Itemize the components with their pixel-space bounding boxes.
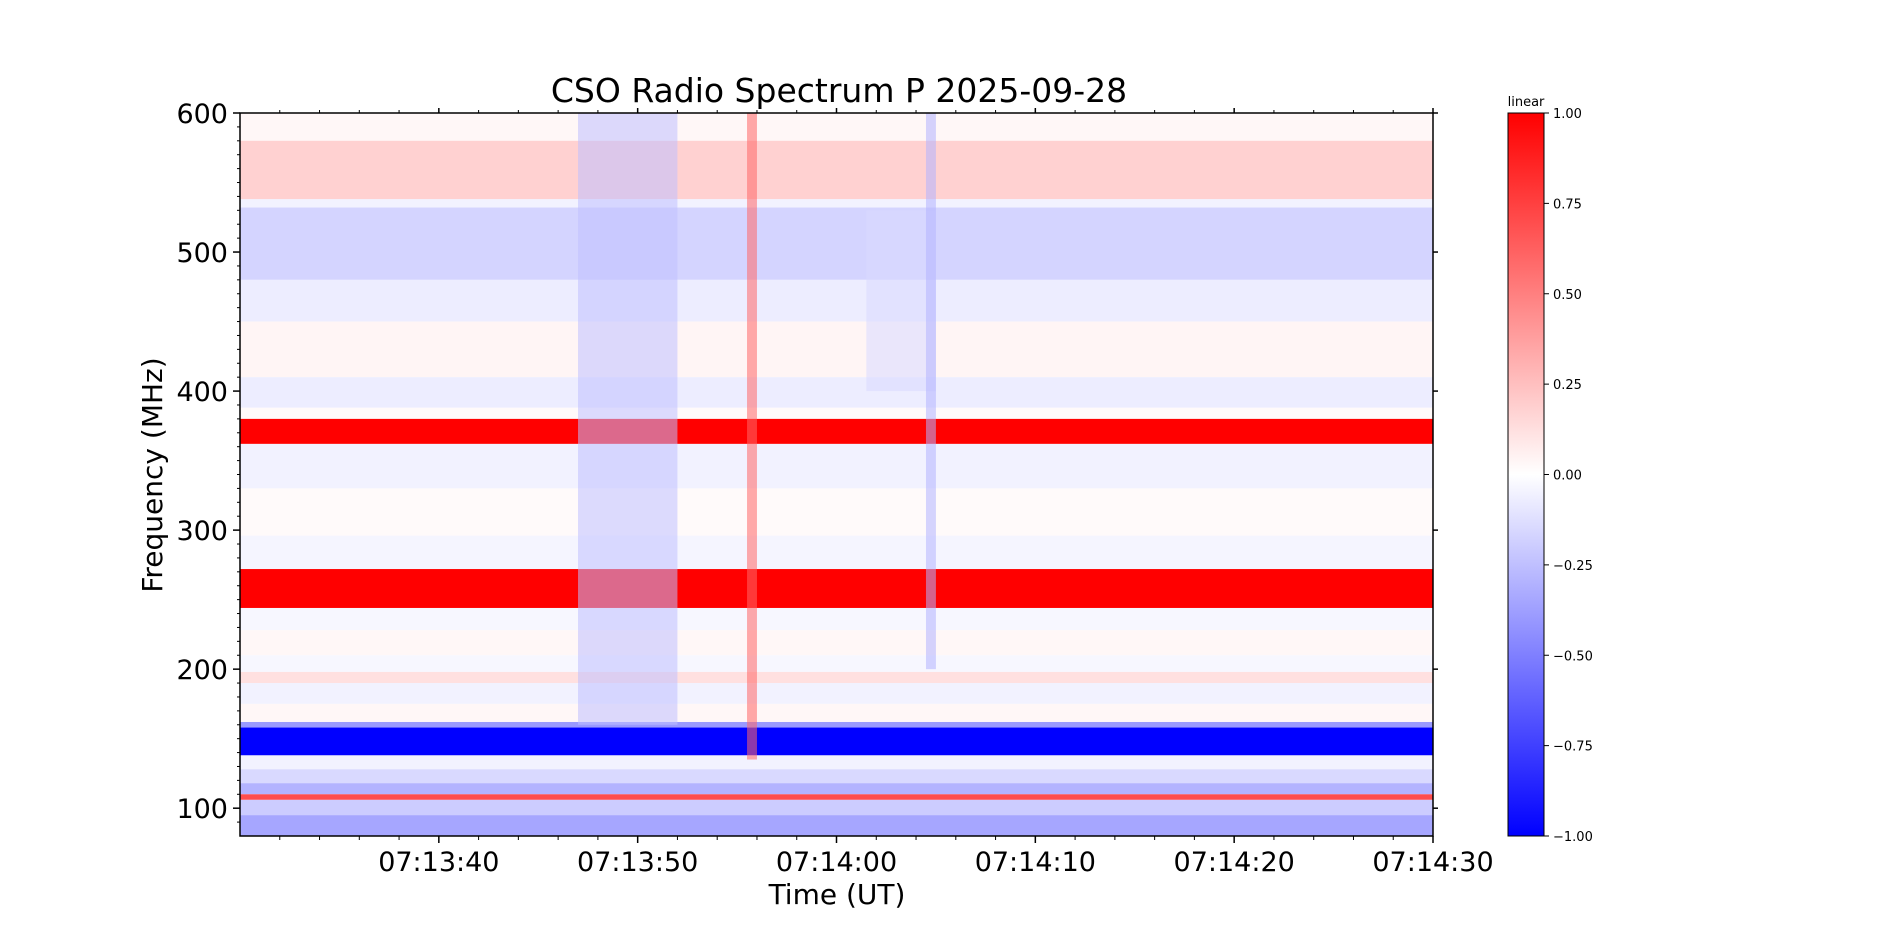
frequency-band [240,727,1433,756]
colorbar-tick-label: 1.00 [1553,107,1582,122]
frequency-band [240,321,1433,378]
frequency-band [240,418,1433,444]
colorbar-tick-label: 0.75 [1553,197,1582,212]
colorbar-gradient [1507,112,1545,837]
colorbar-tick-label: −0.75 [1553,740,1593,755]
x-tick-label: 07:13:50 [577,847,698,878]
colorbar: linear 1.00 0.75 0.50 0.25 0.00 −0.25 −0.50 −0.… [1507,95,1593,845]
burst-feature [747,113,757,760]
frequency-band [240,794,1433,800]
frequency-band [240,783,1433,795]
frequency-band [240,769,1433,784]
y-axis: 100 200 300 400 500 600 [176,99,1438,825]
x-tick-label: 07:14:10 [975,847,1096,878]
colorbar-tick-label: −0.25 [1553,559,1593,574]
y-axis-label: Frequency (MHz) [136,357,169,592]
y-tick-label: 500 [176,238,228,269]
frequency-band [240,630,1433,656]
frequency-band [240,569,1433,608]
colorbar-tick-label: 0.25 [1553,378,1582,393]
frequency-band [240,655,1433,672]
frequency-band [240,140,1433,200]
plot-area [239,112,1434,837]
frequency-band [240,535,1433,570]
frequency-band [240,407,1433,419]
x-axis-label: Time (UT) [768,878,906,911]
frequency-band [240,279,1433,322]
frequency-band [240,815,1433,836]
colorbar-tick-label: −0.50 [1553,649,1593,664]
y-tick-label: 300 [176,516,228,547]
colorbar-tick-label: −1.00 [1553,830,1593,845]
frequency-band [240,607,1433,631]
frequency-band [240,721,1433,728]
colorbar-label: linear [1508,95,1545,110]
x-tick-label: 07:14:30 [1372,847,1493,878]
x-tick-label: 07:14:00 [776,847,897,878]
frequency-band [240,799,1433,816]
x-tick-label: 07:13:40 [378,847,499,878]
y-tick-label: 100 [176,794,228,825]
burst-feature [866,210,936,392]
frequency-band [240,207,1433,280]
colorbar-tick-label: 0.50 [1553,288,1582,303]
frequency-band [240,199,1433,208]
frequency-band [240,755,1433,770]
frequency-band [240,443,1433,489]
y-tick-label: 400 [176,377,228,408]
frequency-band [240,703,1433,722]
x-tick-label: 07:14:20 [1174,847,1295,878]
frequency-band [240,488,1433,536]
frequency-band [240,671,1433,684]
x-axis: 07:13:40 07:13:50 07:14:00 07:14:10 07:14:20… [279,108,1494,878]
frequency-band [240,113,1433,141]
chart-title: CSO Radio Spectrum P 2025-09-28 [551,71,1127,110]
burst-feature [925,113,936,670]
frequency-band [240,377,1433,408]
burst-feature [578,113,678,725]
colorbar-tick-label: 0.00 [1553,469,1582,484]
frequency-band [240,683,1433,704]
y-tick-label: 200 [176,655,228,686]
y-tick-label: 600 [176,99,228,130]
